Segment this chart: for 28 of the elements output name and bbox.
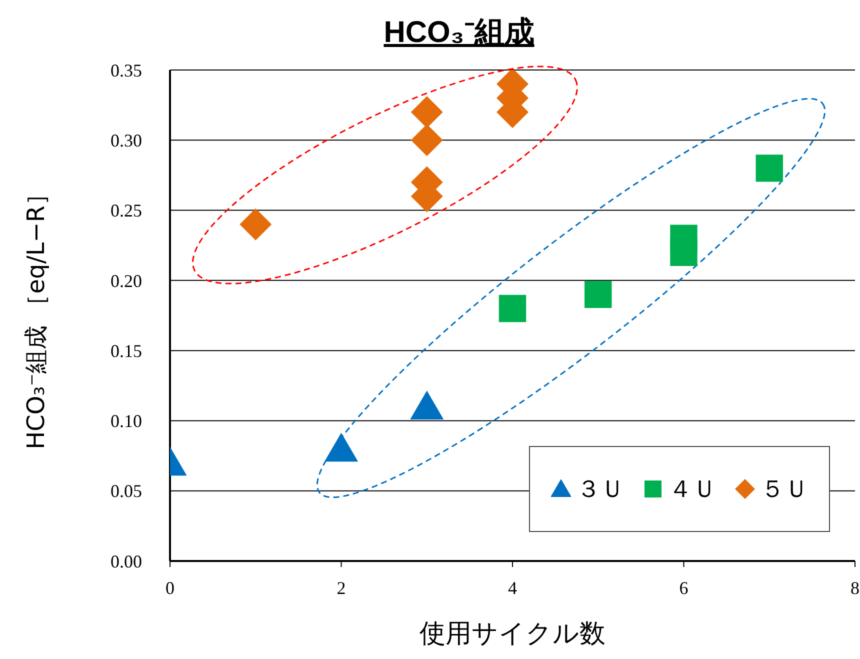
chart-title: HCO₃⁻組成 bbox=[382, 15, 536, 51]
point bbox=[324, 432, 358, 462]
x-axis-title: 使用サイクル数 bbox=[420, 619, 606, 649]
x-tick-label: 8 bbox=[850, 578, 860, 598]
point bbox=[410, 96, 443, 128]
point bbox=[240, 208, 272, 240]
x-tick-label: 6 bbox=[679, 578, 688, 598]
point bbox=[410, 390, 444, 420]
y-tick-label: 0.35 bbox=[110, 60, 142, 80]
y-tick-label: 0.15 bbox=[110, 340, 142, 361]
point bbox=[670, 238, 698, 266]
point bbox=[584, 280, 612, 308]
y-tick-label: 0.10 bbox=[110, 411, 142, 432]
y-tick-label: 0.05 bbox=[110, 481, 142, 502]
point bbox=[756, 154, 783, 182]
point bbox=[410, 124, 443, 156]
legend-label: ５Ｕ bbox=[760, 476, 808, 505]
y-tick-label: 0.00 bbox=[110, 551, 142, 572]
x-tick-label: 4 bbox=[508, 578, 517, 598]
legend-label: ４Ｕ bbox=[668, 476, 716, 505]
point bbox=[498, 294, 526, 322]
legend-label: ３Ｕ bbox=[576, 476, 624, 505]
y-tick-label: 0.25 bbox=[110, 200, 142, 221]
x-tick-label: 2 bbox=[336, 578, 346, 598]
y-tick-label: 0.30 bbox=[110, 130, 142, 151]
y-axis-title: HCO₃⁻組成 ［eq/L−R］ bbox=[22, 182, 50, 450]
y-tick-label: 0.20 bbox=[110, 270, 142, 291]
x-tick-label: 0 bbox=[166, 578, 174, 598]
